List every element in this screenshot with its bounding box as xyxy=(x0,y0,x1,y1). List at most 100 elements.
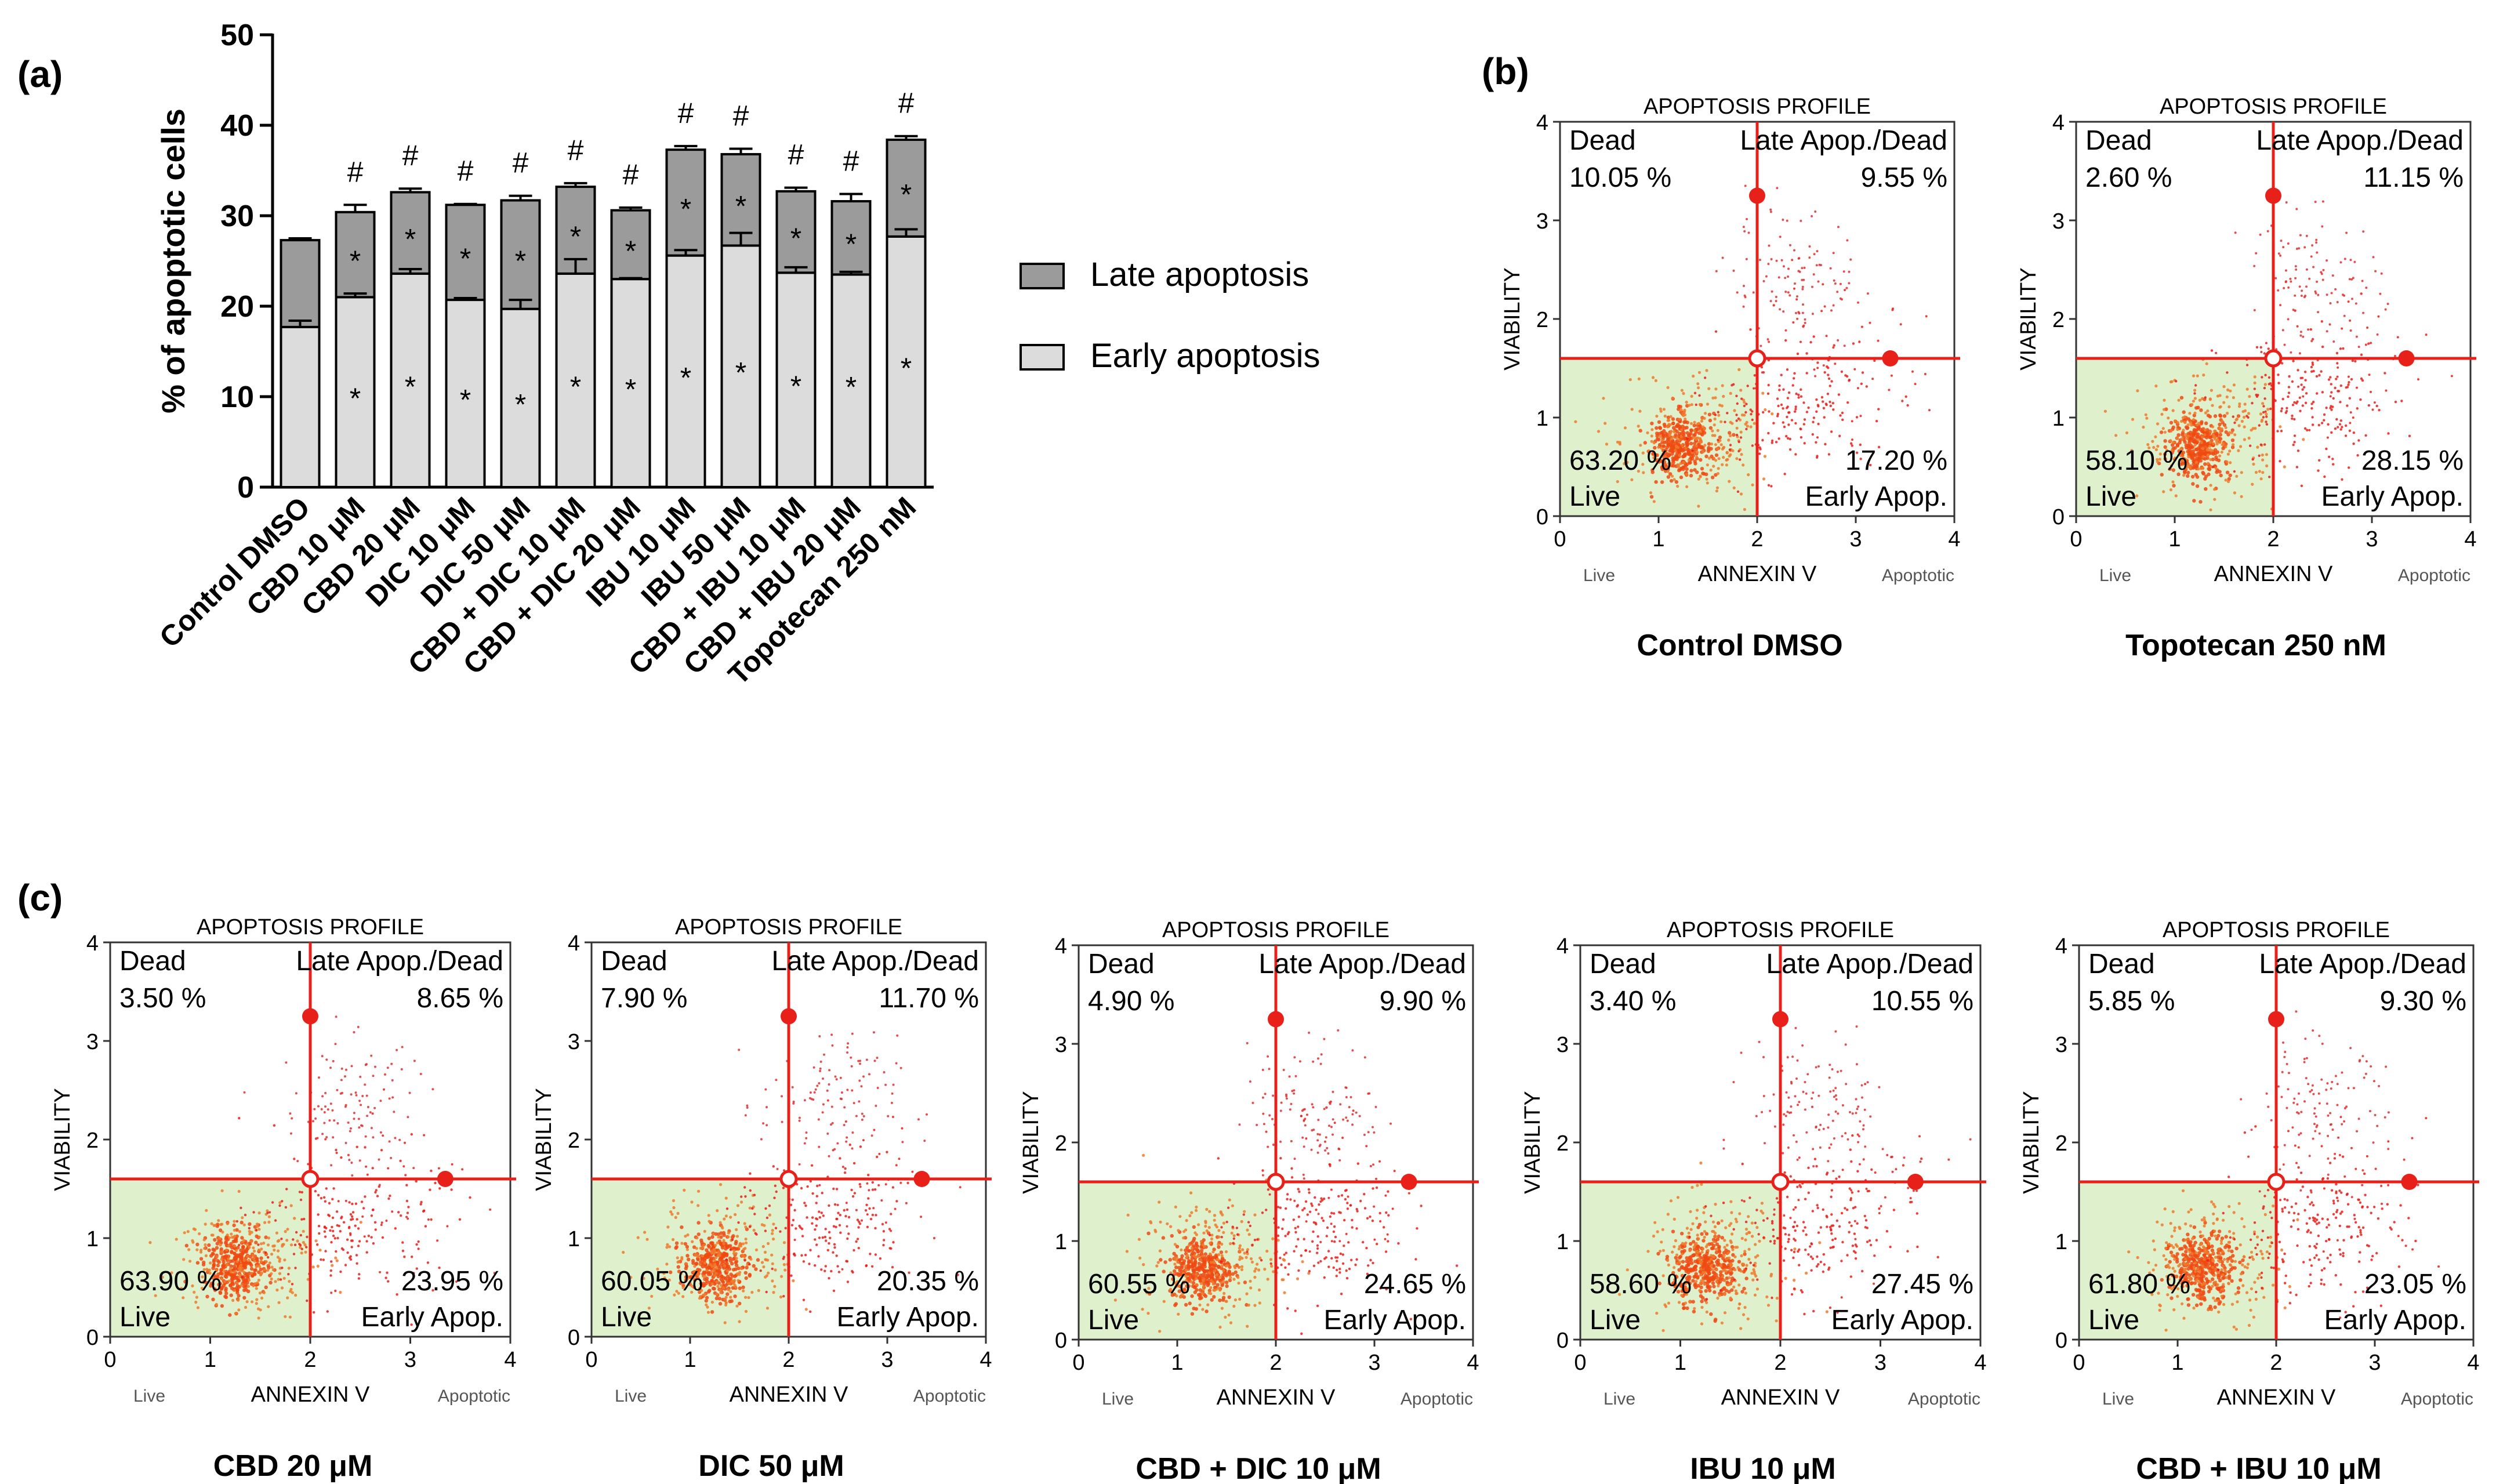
scatter-dot xyxy=(1161,1236,1166,1240)
scatter-dot xyxy=(2327,423,2330,426)
scatter-dot xyxy=(271,1201,274,1204)
scatter-dot xyxy=(862,1075,865,1078)
scatter-dot xyxy=(2201,397,2204,401)
scatter-dot xyxy=(303,1217,306,1221)
scatter-dot xyxy=(724,1196,728,1200)
scatter-dot xyxy=(2302,438,2305,441)
scatter-dot xyxy=(1678,418,1681,421)
scatter-dot xyxy=(1728,431,1732,435)
scatter-dot xyxy=(1198,1303,1202,1307)
scatter-dot xyxy=(2179,447,2183,451)
scatter-dot xyxy=(1708,418,1713,423)
scatter-dot xyxy=(1212,1289,1216,1292)
scatter-dot xyxy=(2310,407,2313,410)
scatter-dot xyxy=(867,1197,870,1200)
scatter-dot xyxy=(851,1089,854,1092)
scatter-dot xyxy=(2208,441,2212,444)
scatter-dot xyxy=(223,1294,227,1298)
scatter-dot xyxy=(691,1240,694,1243)
scatter-dot xyxy=(1829,400,1831,404)
scatter-dot xyxy=(1363,1056,1366,1059)
scatter-dot xyxy=(1306,1113,1308,1116)
scatter-dot xyxy=(2204,411,2207,415)
scatter-dot xyxy=(1784,329,1787,332)
scatter-dot xyxy=(217,1260,221,1264)
scatter-dot xyxy=(2245,364,2249,367)
scatter-dot xyxy=(360,1104,362,1106)
scatter-dot xyxy=(828,1242,830,1245)
scatter-dot xyxy=(1782,265,1785,268)
scatter-dot xyxy=(2181,431,2185,435)
scatter-dot xyxy=(1188,1301,1192,1305)
scatter-dot xyxy=(2264,410,2267,413)
scatter-dot xyxy=(1831,402,1834,405)
y-tick-label: 2 xyxy=(2052,308,2065,332)
scatter-dot xyxy=(1159,1220,1162,1224)
scatter-dot xyxy=(1374,1105,1377,1108)
scatter-dot xyxy=(2146,443,2150,447)
scatter-dot xyxy=(1297,1238,1300,1241)
scatter-dot xyxy=(708,1220,711,1223)
scatter-dot xyxy=(738,1320,741,1323)
scatter-dot xyxy=(727,1231,730,1235)
scatter-dot xyxy=(844,1120,847,1123)
scatter-dot xyxy=(850,1056,852,1059)
scatter-dot xyxy=(350,1215,354,1218)
scatter-dot xyxy=(1718,1279,1722,1284)
scatter-dot xyxy=(1310,1148,1313,1151)
x-tick-label: 4 xyxy=(979,1348,992,1372)
scatter-dot xyxy=(358,1240,361,1243)
scatter-dot xyxy=(226,1262,229,1266)
scatter-dot xyxy=(242,1271,246,1274)
scatter-dot xyxy=(728,1300,732,1304)
early-significance-mark: * xyxy=(460,384,471,416)
scatter-dot xyxy=(2255,252,2258,255)
scatter-dot xyxy=(792,1279,795,1283)
scatter-dot xyxy=(1822,283,1824,286)
scatter-dot xyxy=(2330,391,2333,394)
scatter-dot xyxy=(1732,433,1736,437)
scatter-dot xyxy=(1729,434,1732,438)
scatter-dot xyxy=(2177,398,2181,402)
scatter-dot xyxy=(1641,463,1645,466)
scatter-dot xyxy=(2211,458,2215,462)
scatter-dot xyxy=(1355,1227,1358,1230)
scatter-dot xyxy=(826,1132,829,1135)
scatter-dot xyxy=(764,1275,767,1279)
scatter-dot xyxy=(1815,410,1818,413)
scatter-dot xyxy=(1342,1118,1345,1121)
scatter-dot xyxy=(1373,1238,1376,1241)
scatter-dot xyxy=(2208,445,2211,448)
scatter-dot xyxy=(338,1224,340,1228)
scatter-dot xyxy=(2312,401,2315,404)
scatter-dot xyxy=(321,1055,324,1058)
scatter-dot xyxy=(1671,474,1674,478)
scatter-dot xyxy=(2316,392,2319,395)
scatter-dot xyxy=(809,1249,812,1251)
scatter-dot xyxy=(826,1089,829,1092)
scatter-dot xyxy=(2171,468,2175,472)
scatter-dot xyxy=(1339,1103,1342,1106)
scatter-dot xyxy=(2163,457,2167,461)
scatter-dot xyxy=(1801,285,1804,288)
scatter-dot xyxy=(289,1112,292,1115)
scatter-dot xyxy=(1830,309,1833,312)
scatter-dot xyxy=(722,1233,726,1237)
scatter-dot xyxy=(1737,368,1741,372)
scatter-dot xyxy=(1803,418,1806,421)
scatter-dot xyxy=(2265,415,2268,418)
scatter-dot xyxy=(2373,401,2376,404)
scatter-dot xyxy=(434,1181,437,1185)
scatter-dot xyxy=(2266,408,2270,411)
plot-caption: CBD 20 μM xyxy=(213,1449,373,1483)
scatter-dot xyxy=(1685,467,1689,471)
scatter-dot xyxy=(2299,234,2302,237)
scatter-dot xyxy=(2308,429,2311,431)
scatter-dot xyxy=(342,1221,346,1224)
scatter-dot xyxy=(2196,374,2199,378)
scatter-dot xyxy=(861,1118,864,1121)
scatter-dot xyxy=(1714,413,1717,416)
y-tick-label: 4 xyxy=(568,931,580,956)
scatter-dot xyxy=(2339,428,2342,431)
scatter-dot xyxy=(741,1242,745,1246)
